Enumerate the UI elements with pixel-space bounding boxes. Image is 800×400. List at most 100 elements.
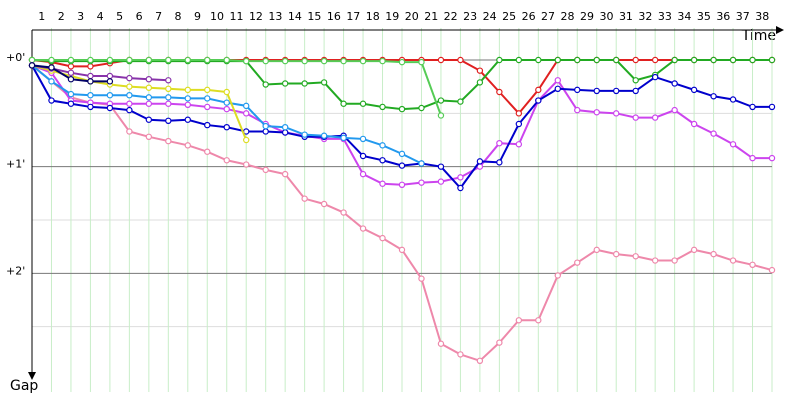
x-tick-label: 9 — [194, 10, 201, 23]
point — [320, 57, 328, 65]
point — [359, 170, 367, 178]
point — [48, 64, 55, 71]
x-tick-label: 36 — [716, 10, 730, 23]
point — [106, 72, 114, 80]
point — [87, 56, 94, 64]
point — [418, 160, 425, 167]
point — [632, 56, 639, 64]
point — [379, 234, 386, 242]
point — [106, 78, 114, 85]
point — [243, 102, 250, 110]
point — [145, 94, 153, 101]
point — [106, 56, 114, 64]
point — [749, 154, 756, 162]
point — [515, 56, 523, 64]
x-axis-title: Time — [741, 28, 776, 44]
point — [632, 77, 639, 84]
x-tick-label: 6 — [136, 10, 143, 23]
point — [184, 116, 191, 123]
point — [651, 56, 659, 64]
point — [67, 56, 75, 64]
point — [457, 98, 464, 105]
point — [165, 94, 172, 101]
point — [223, 56, 230, 64]
point — [437, 56, 445, 64]
point — [554, 56, 561, 64]
y-axis-title: Gap — [10, 378, 38, 394]
point — [262, 57, 269, 65]
point — [67, 63, 75, 70]
point — [515, 141, 523, 148]
x-tick-label: 11 — [229, 10, 243, 23]
x-tick-label: 7 — [155, 10, 162, 23]
point — [204, 86, 211, 94]
point — [613, 87, 620, 95]
point — [379, 142, 386, 149]
point — [476, 357, 484, 364]
point — [515, 110, 523, 117]
x-tick-label: 24 — [483, 10, 497, 23]
point — [223, 99, 230, 106]
point — [301, 57, 308, 65]
point — [729, 56, 737, 64]
point — [690, 246, 698, 254]
point — [613, 250, 620, 258]
point — [320, 79, 328, 86]
x-tick-label: 25 — [502, 10, 516, 23]
x-tick-label: 34 — [677, 10, 691, 23]
x-tick-label: 8 — [175, 10, 182, 23]
point — [184, 101, 191, 109]
point — [613, 110, 620, 117]
series-line — [31, 64, 248, 141]
point — [437, 178, 445, 185]
point — [749, 261, 756, 268]
point — [281, 80, 289, 87]
point — [729, 96, 737, 103]
point — [398, 162, 406, 169]
y-tick-label: +0' — [6, 51, 25, 64]
point — [398, 246, 406, 254]
x-tick-label: 30 — [599, 10, 613, 23]
point — [398, 58, 406, 66]
point — [145, 133, 153, 140]
point — [87, 103, 94, 111]
point — [126, 100, 133, 107]
x-tick-label: 4 — [97, 10, 104, 23]
point — [87, 63, 94, 70]
point — [165, 77, 172, 84]
point — [379, 103, 386, 111]
point — [106, 104, 114, 112]
point — [243, 110, 250, 117]
point — [145, 84, 153, 91]
x-tick-label: 35 — [697, 10, 711, 23]
point — [515, 317, 523, 324]
point — [535, 86, 542, 94]
point — [496, 159, 503, 166]
x-tick-label: 19 — [385, 10, 399, 23]
point — [243, 57, 250, 65]
point — [87, 72, 94, 80]
point — [457, 184, 464, 192]
point — [281, 129, 289, 136]
x-tick-label: 28 — [561, 10, 575, 23]
x-tick-label: 3 — [77, 10, 84, 23]
point — [281, 57, 289, 65]
x-tick-label: 17 — [346, 10, 360, 23]
point — [204, 121, 211, 129]
point — [320, 132, 328, 139]
point — [126, 56, 133, 64]
point — [301, 80, 308, 87]
point — [418, 179, 425, 186]
point — [223, 123, 230, 131]
point — [359, 100, 367, 107]
point — [554, 85, 561, 93]
point — [535, 56, 542, 64]
point — [651, 114, 659, 121]
point — [632, 253, 639, 260]
point — [574, 56, 581, 64]
x-tick-label: 27 — [541, 10, 555, 23]
point — [165, 137, 172, 145]
point — [437, 97, 445, 104]
point — [126, 91, 133, 99]
